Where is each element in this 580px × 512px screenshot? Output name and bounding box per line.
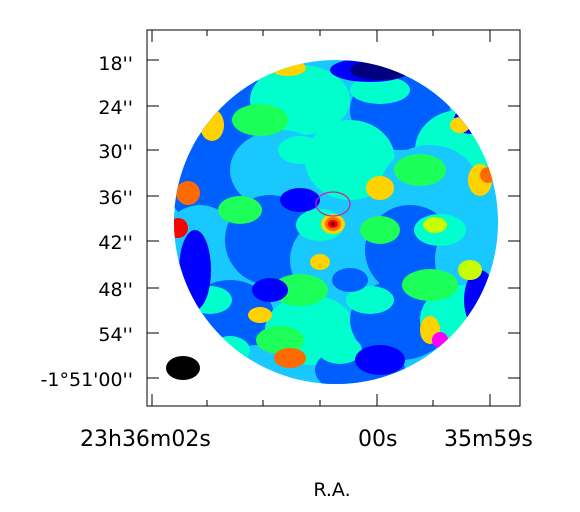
x-axis-label: R.A. (313, 479, 350, 501)
heatmap-blob (423, 217, 447, 233)
axis-ticks (147, 30, 520, 406)
heatmap-blob (278, 136, 322, 164)
heatmap-field (174, 60, 498, 384)
heatmap-blob (350, 60, 410, 80)
heatmap-blob (232, 104, 288, 136)
heatmap-blob (218, 196, 262, 224)
heatmap-blob (360, 216, 400, 244)
target-ellipse-marker (315, 191, 351, 217)
heatmap-blob (310, 254, 330, 270)
heatmap-blob (200, 109, 224, 141)
heatmap-blob (450, 117, 470, 133)
y-tick-label-60: -1°51'00'' (41, 369, 133, 391)
heatmap-blob (280, 188, 320, 212)
y-tick-label-36: 36'' (98, 187, 133, 209)
beam-ellipse (166, 356, 200, 380)
y-tick-label-24: 24'' (98, 97, 133, 119)
heatmap-blob (350, 76, 410, 104)
central-source (321, 214, 345, 234)
heatmap-blob (198, 352, 242, 384)
heatmap-blob (210, 336, 250, 364)
heatmap-blob (252, 278, 288, 302)
heatmap-blob (270, 60, 306, 76)
y-tick-label-18: 18'' (98, 53, 133, 75)
heatmap-blob (394, 154, 446, 186)
heatmap-blob (480, 167, 496, 183)
heatmap-blob (458, 260, 482, 280)
y-tick-label-48: 48'' (98, 279, 133, 301)
x-tick-label-02s: 23h36m02s (80, 427, 211, 452)
y-tick-label-54: 54'' (98, 324, 133, 346)
x-tick-label-00s: 00s (358, 427, 397, 452)
heatmap-blob (402, 269, 458, 301)
heatmap-blob (272, 274, 328, 306)
heatmap-blob (355, 345, 405, 375)
heatmap-blob (432, 332, 448, 348)
y-tick-label-30: 30'' (98, 141, 133, 163)
central-source-layer (331, 222, 335, 226)
heatmap-blob (442, 92, 454, 102)
heatmap-blob (176, 181, 200, 205)
heatmap-blob (366, 176, 394, 200)
y-tick-label-42: 42'' (98, 232, 133, 254)
heatmap-blob (174, 218, 188, 238)
x-tick-label-59s: 35m59s (444, 427, 533, 452)
heatmap-blob (346, 286, 394, 314)
heatmap-blob (274, 348, 306, 368)
heatmap-blob (318, 336, 362, 364)
plot-frame (146, 29, 521, 407)
heatmap-blob (256, 326, 304, 354)
heatmap-blob (179, 230, 211, 310)
heatmap-blob (248, 307, 272, 323)
heatmap-blob (332, 268, 368, 292)
heatmap-blob (440, 64, 480, 96)
